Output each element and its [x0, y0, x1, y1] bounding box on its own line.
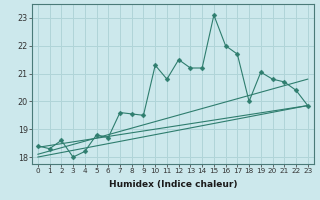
- X-axis label: Humidex (Indice chaleur): Humidex (Indice chaleur): [108, 180, 237, 189]
